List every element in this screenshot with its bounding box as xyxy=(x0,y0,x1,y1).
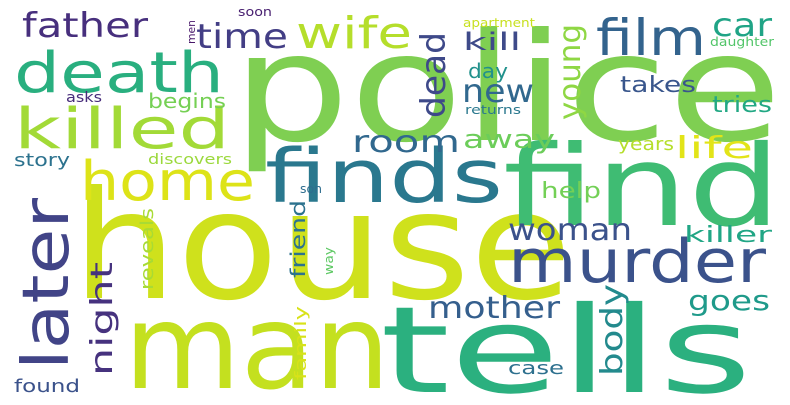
word-film: film xyxy=(596,9,706,67)
word-dead: dead xyxy=(414,32,454,118)
word-body: body xyxy=(595,284,630,376)
word-asks: asks xyxy=(66,90,102,106)
word-car: car xyxy=(712,6,773,44)
word-men: men xyxy=(185,20,198,44)
word-case: case xyxy=(508,358,564,379)
word-way: way xyxy=(322,247,336,275)
word-reveals: reveals xyxy=(137,208,158,290)
word-help: help xyxy=(541,179,601,204)
word-night: night xyxy=(85,262,120,376)
word-found: found xyxy=(14,376,80,397)
word-kill: kill xyxy=(463,28,521,56)
word-returns: returns xyxy=(465,103,521,117)
word-mother: mother xyxy=(428,291,561,326)
word-apartment: apartment xyxy=(463,16,535,30)
word-begins: begins xyxy=(148,89,226,113)
word-discovers: discovers xyxy=(148,152,232,168)
word-life: life xyxy=(675,131,753,166)
word-takes: takes xyxy=(620,73,696,98)
word-wife: wife xyxy=(296,8,412,59)
word-home: home xyxy=(80,150,255,213)
word-find: find xyxy=(503,122,781,252)
word-time: time xyxy=(196,17,288,57)
word-murder: murder xyxy=(508,227,766,297)
word-father: father xyxy=(22,6,148,46)
word-house: house xyxy=(72,160,572,334)
word-room: room xyxy=(352,125,460,160)
word-daughter: daughter xyxy=(710,35,774,49)
word-killed: killed xyxy=(14,97,230,162)
word-goes: goes xyxy=(688,284,770,317)
word-later: later xyxy=(10,197,84,370)
word-friend: friend xyxy=(286,200,310,278)
word-years: years xyxy=(618,134,674,155)
word-soon: soon xyxy=(238,5,272,19)
word-killer: killer xyxy=(684,223,774,248)
word-away: away xyxy=(463,125,555,155)
word-man: man xyxy=(124,278,390,405)
word-finds: finds xyxy=(265,134,503,220)
word-story: story xyxy=(14,150,70,171)
word-young: young xyxy=(553,24,588,120)
word-tries: tries xyxy=(712,93,772,118)
word-family: family xyxy=(291,306,310,380)
word-new: new xyxy=(462,72,534,110)
word-death: death xyxy=(14,41,224,106)
word-tells: tells xyxy=(380,282,752,405)
word-police: police xyxy=(232,2,782,176)
word-son: son xyxy=(300,182,322,196)
word-day: day xyxy=(468,59,508,83)
word-woman: woman xyxy=(508,213,632,248)
